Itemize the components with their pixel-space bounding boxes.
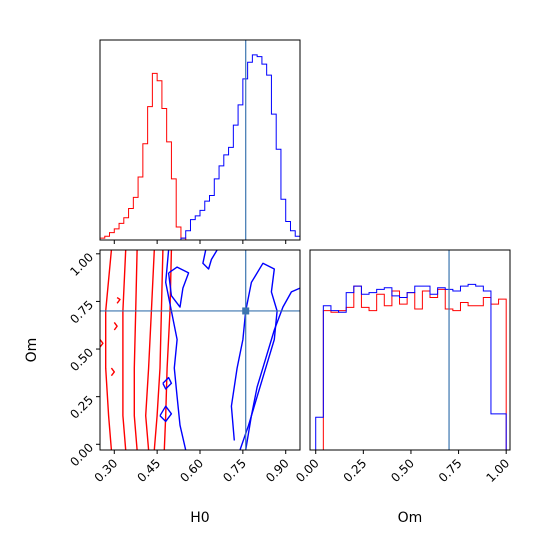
contour-blue-13 [162,376,173,390]
h0-histogram-blue-series [100,54,301,241]
contour-blue-11 [167,266,190,308]
contour-red-8 [110,367,116,377]
joint-y-tick-label: 0.00 [67,441,96,470]
contour-blue-14 [202,250,218,270]
contour-red-4 [153,250,164,450]
joint-y-tick-label: 0.75 [67,298,96,327]
contour-red-6 [116,297,121,304]
contour-red-0 [104,250,113,450]
joint-x-tick-label: 0.75 [220,456,249,485]
contour-blue-10 [164,250,187,450]
joint-y-tick-label: 1.00 [67,250,96,279]
contour-blue-16 [245,287,300,450]
contour-blue-12 [159,405,173,423]
h0-histogram-panel [99,40,301,241]
om-hist-tick-label: 0.50 [388,456,417,485]
joint-y-tick-label: 0.50 [67,345,96,374]
contour-blue-15 [230,262,278,450]
om-hist-tick-label: 0.00 [293,456,322,485]
om-hist-tick-label: 0.75 [436,456,465,485]
om-histogram-blue-series [315,283,507,450]
joint-truth-marker [242,307,250,315]
contour-red-7 [113,321,118,331]
om-hist-tick-label: 0.25 [341,456,370,485]
om-histogram-frame [309,249,511,451]
contour-red-3 [144,250,155,450]
joint-x-tick-label: 0.45 [134,456,163,485]
y-axis-label-om: Om [24,338,40,363]
joint-y-tick-label: 0.25 [67,393,96,422]
om-histogram-red-series [315,285,507,451]
joint-contour-frame [99,249,301,451]
contour-red-9 [100,339,104,348]
x-axis-label-h0: H0 [190,510,209,526]
contour-red-1 [122,250,127,450]
joint-x-tick-label: 0.30 [92,456,121,485]
contour-lines [100,250,300,450]
joint-x-tick-label: 0.60 [177,456,206,485]
om-histogram-panel [315,250,507,451]
joint-contour-panel [100,250,300,450]
x-axis-label-om: Om [398,510,423,526]
joint-x-tick-label: 0.90 [263,456,292,485]
contour-red-2 [133,250,138,450]
om-hist-tick-label: 1.00 [484,456,513,485]
